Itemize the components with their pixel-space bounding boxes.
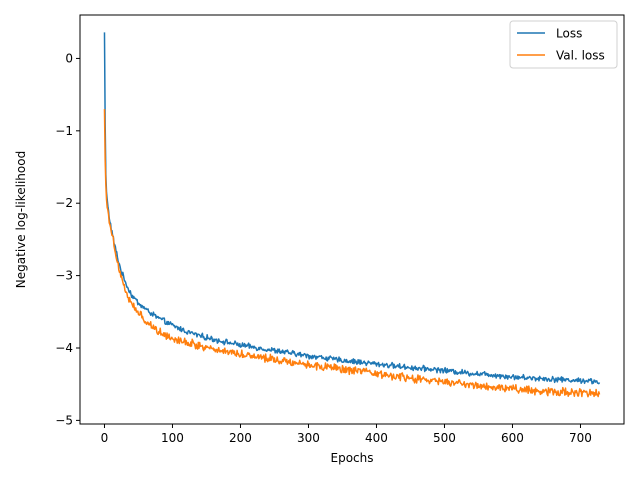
x-axis-label: Epochs bbox=[331, 451, 374, 465]
x-tick-label: 500 bbox=[433, 431, 456, 445]
legend: Loss Val. loss bbox=[509, 20, 618, 69]
y-tick-label: −2 bbox=[55, 196, 73, 210]
y-tick-label: −1 bbox=[55, 124, 73, 138]
x-tick-label: 200 bbox=[229, 431, 252, 445]
x-tick-label: 400 bbox=[365, 431, 388, 445]
y-tick-label: 0 bbox=[65, 51, 73, 65]
y-tick-label: −3 bbox=[55, 269, 73, 283]
y-axis-label: Negative log-likelihood bbox=[14, 151, 28, 288]
x-tick-label: 300 bbox=[297, 431, 320, 445]
series-line-loss bbox=[103, 32, 601, 385]
plot-background bbox=[80, 15, 624, 424]
legend-label-loss: Loss bbox=[556, 27, 582, 41]
plot-frame bbox=[79, 14, 625, 425]
y-axis-ticks: 0 −1 −2 −3 −4 −5 bbox=[55, 51, 80, 427]
series-line-val-loss bbox=[103, 109, 601, 398]
x-tick-label: 100 bbox=[161, 431, 184, 445]
y-tick-label: −4 bbox=[55, 341, 73, 355]
legend-label-val-loss: Val. loss bbox=[556, 49, 605, 63]
x-tick-label: 0 bbox=[101, 431, 109, 445]
x-tick-label: 600 bbox=[501, 431, 524, 445]
y-tick-label: −5 bbox=[55, 413, 73, 427]
x-axis-ticks: 0 100 200 300 400 500 600 700 bbox=[101, 424, 592, 445]
series-layer bbox=[103, 32, 601, 398]
x-tick-label: 700 bbox=[569, 431, 592, 445]
